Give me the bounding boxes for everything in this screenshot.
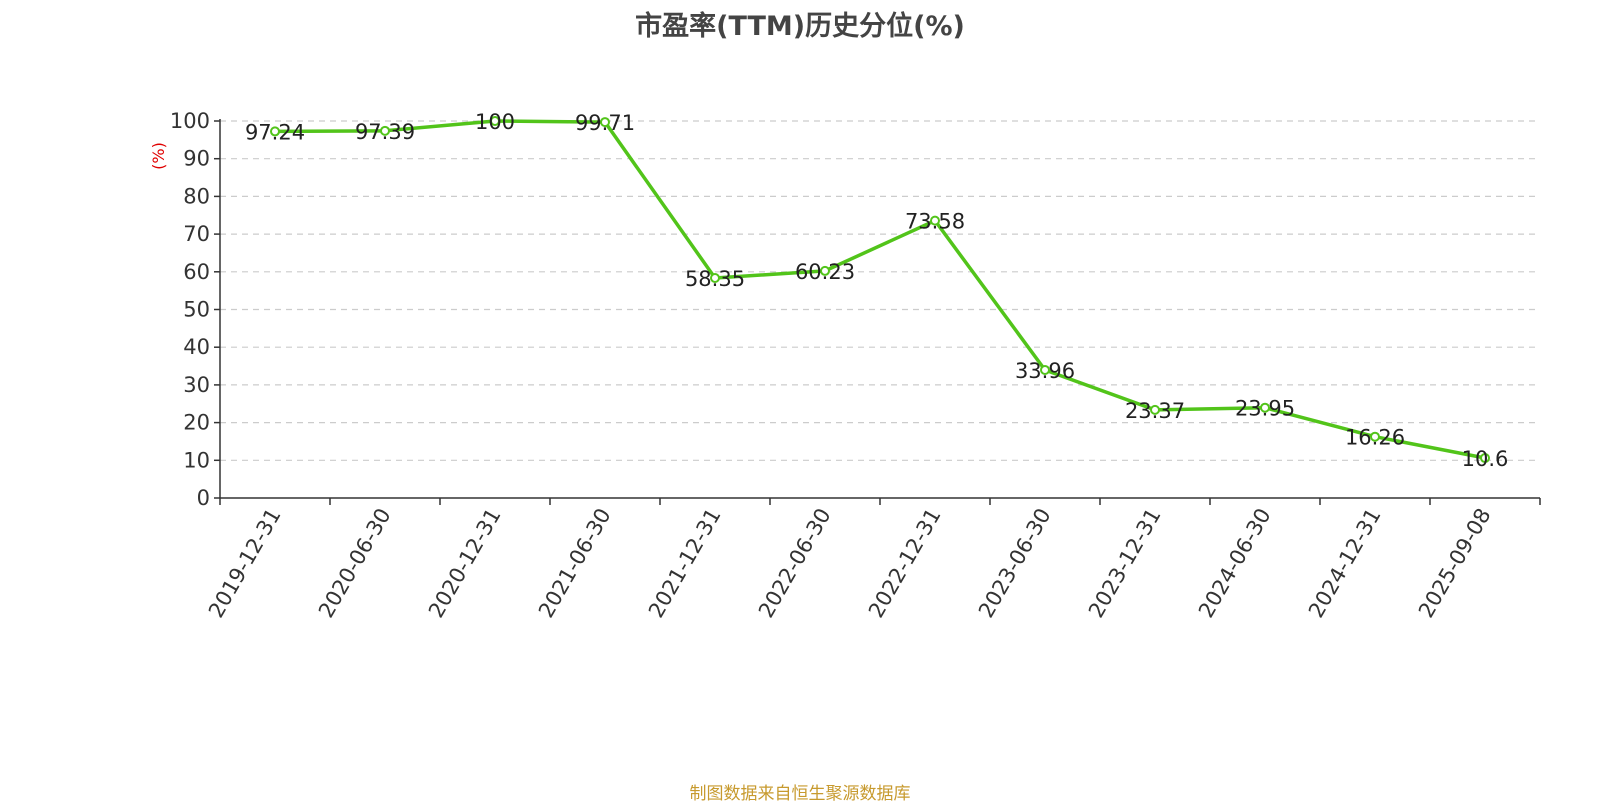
x-axis-tick-labels: 2019-12-31 2020-06-30 2020-12-31 2021-06-30… xyxy=(204,504,1496,622)
x-tick-label: 2021-06-30 xyxy=(534,504,616,622)
x-tick-label: 2023-06-30 xyxy=(974,504,1056,622)
x-tick-label: 2024-12-31 xyxy=(1304,504,1386,622)
data-label: 33.96 xyxy=(1015,359,1075,383)
x-tick-label: 2023-12-31 xyxy=(1084,504,1166,622)
x-tick-label: 2022-12-31 xyxy=(864,504,946,622)
x-tick-label: 2020-06-30 xyxy=(314,504,396,622)
x-tick-label: 2021-12-31 xyxy=(644,504,726,622)
x-tick-label: 2020-12-31 xyxy=(424,504,506,622)
data-point xyxy=(1040,364,1050,375)
data-label: 58.35 xyxy=(685,267,745,291)
source-note: 制图数据来自恒生聚源数据库 xyxy=(689,784,911,804)
data-label: 73.58 xyxy=(905,210,965,234)
data-point xyxy=(1370,431,1380,442)
y-tick-label: 90 xyxy=(183,147,210,171)
x-tick-label: 2019-12-31 xyxy=(204,504,286,622)
y-tick-label: 30 xyxy=(183,373,210,397)
y-tick-label: 50 xyxy=(183,298,210,322)
data-point xyxy=(270,126,280,137)
series-line-group xyxy=(274,119,1486,460)
data-point xyxy=(710,273,720,284)
data-point xyxy=(490,116,500,126)
data-point xyxy=(600,117,610,128)
data-point xyxy=(1480,453,1490,464)
data-label: 100 xyxy=(475,110,515,134)
y-tick-label: 10 xyxy=(183,448,210,472)
data-label: 97.39 xyxy=(355,120,415,144)
y-tick-label: 70 xyxy=(183,222,210,246)
data-point xyxy=(930,215,940,226)
x-tick-label: 2024-06-30 xyxy=(1194,504,1276,622)
data-label: 23.95 xyxy=(1235,397,1295,421)
data-label: 16.26 xyxy=(1345,426,1405,450)
y-tick-label: 100 xyxy=(170,109,210,133)
y-tick-label: 0 xyxy=(197,486,210,510)
data-points xyxy=(270,116,1490,464)
y-tick-label: 60 xyxy=(183,260,210,284)
data-label: 60.23 xyxy=(795,260,855,284)
grid-lines xyxy=(220,120,1540,461)
x-tick-label: 2025-09-08 xyxy=(1414,504,1496,622)
y-tick-label: 40 xyxy=(183,335,210,359)
series-line xyxy=(274,119,1486,460)
data-point xyxy=(1150,404,1160,415)
axes xyxy=(214,119,1541,505)
data-point xyxy=(380,125,390,136)
data-labels: 97.24 97.39 100 99.71 58.35 60.23 73.58 33.96 23… xyxy=(245,110,1508,471)
y-axis-tick-labels: 0 10 20 30 40 50 60 70 80 90 100 xyxy=(170,109,210,510)
data-label: 23.37 xyxy=(1125,399,1185,423)
data-point xyxy=(820,265,830,276)
data-label: 10.6 xyxy=(1462,447,1509,471)
x-tick-label: 2022-06-30 xyxy=(754,504,836,622)
y-tick-label: 20 xyxy=(183,411,210,435)
data-point xyxy=(1260,402,1270,413)
data-label: 97.24 xyxy=(245,120,305,144)
y-tick-label: 80 xyxy=(183,184,210,208)
chart-title: 市盈率(TTM)历史分位(%) xyxy=(635,11,965,42)
data-label: 99.71 xyxy=(575,111,635,135)
y-axis-label: (%) xyxy=(149,142,168,170)
